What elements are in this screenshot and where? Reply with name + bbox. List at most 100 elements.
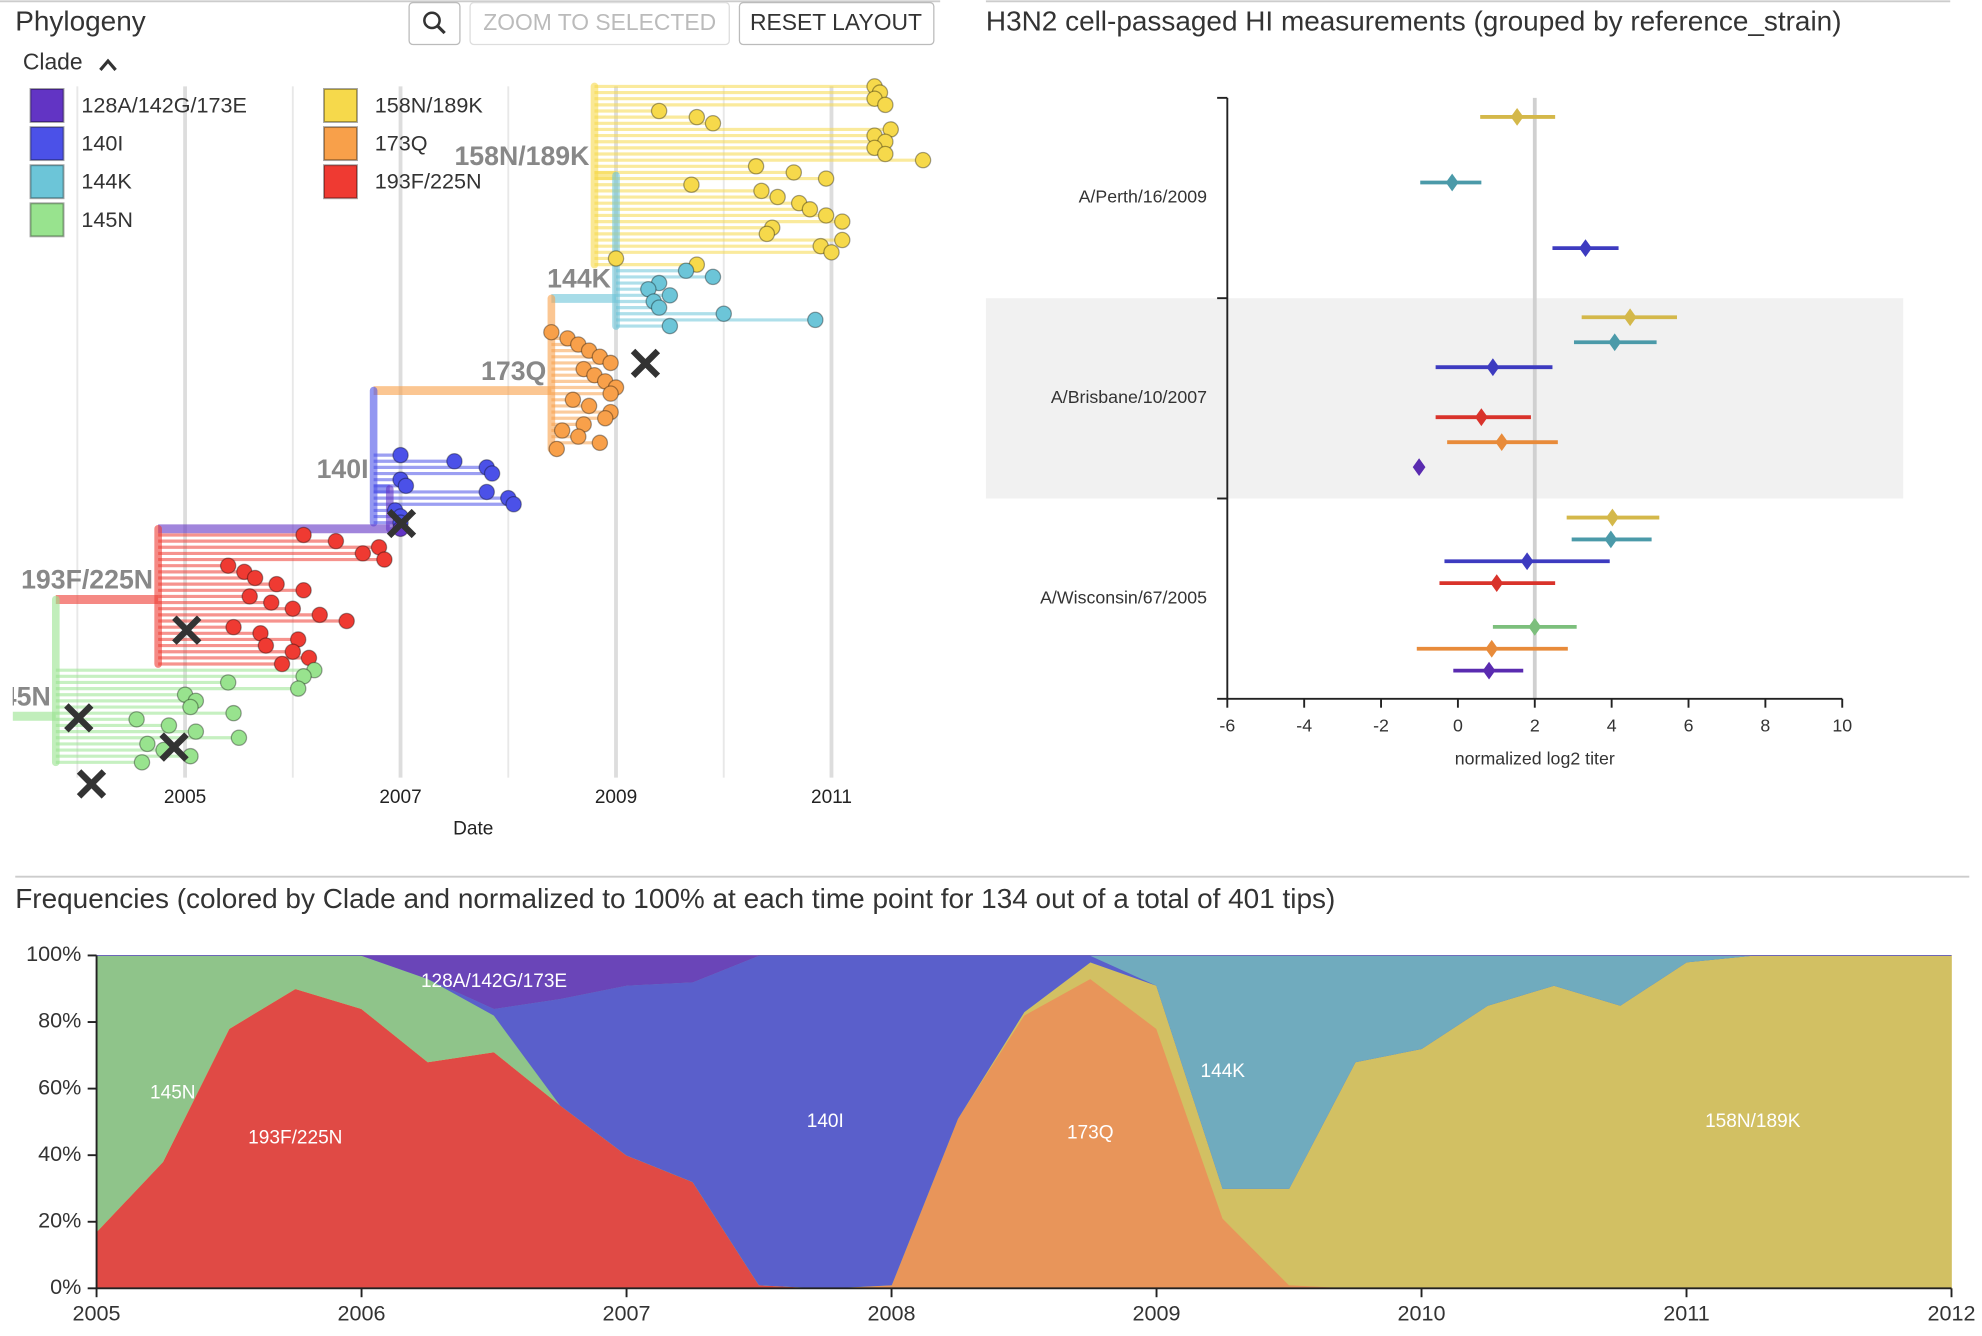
tip <box>219 557 237 574</box>
tip <box>704 115 722 132</box>
mean-marker <box>1486 358 1500 377</box>
branch-labels: 158N/189K 144K 173Q 140I 193F/225N 145N <box>13 141 612 712</box>
tip <box>677 262 695 280</box>
tip <box>230 729 248 747</box>
x-tick-label: 10 <box>1832 715 1852 735</box>
x-tick-label: 6 <box>1684 715 1694 735</box>
reset-layout-button[interactable]: RESET LAYOUT <box>738 1 935 46</box>
legend-label: 140I <box>81 131 123 156</box>
panel-title: Phylogeny <box>15 5 145 36</box>
mean-marker <box>1608 333 1622 352</box>
x-tick-label: 0 <box>1453 715 1463 735</box>
x-tick-label: -6 <box>1219 715 1235 735</box>
selection-markers <box>64 348 661 799</box>
tip <box>769 188 786 206</box>
tip <box>607 250 625 267</box>
legend-toggle[interactable]: Clade <box>23 49 117 75</box>
magnifier-icon <box>423 11 441 30</box>
area-label: 128A/142G/173E <box>421 971 567 992</box>
tip <box>715 305 733 323</box>
tip <box>327 532 345 550</box>
x-tick-label: 2007 <box>379 787 421 808</box>
tip <box>225 618 242 636</box>
magnifier-icon <box>436 24 446 35</box>
y-tick-label: 0% <box>50 1274 81 1299</box>
tip <box>785 164 803 181</box>
selection-marker <box>386 508 417 539</box>
tip <box>376 551 393 568</box>
tip <box>807 311 824 329</box>
area <box>96 955 1952 1010</box>
x-tick-label: 2 <box>1530 715 1540 735</box>
x-tick-label: 2009 <box>595 787 637 808</box>
tip <box>263 594 280 611</box>
x-axis-label: normalized log2 titer <box>1455 748 1615 768</box>
tip <box>446 452 463 470</box>
tip <box>553 422 571 439</box>
mean-marker <box>1445 173 1459 192</box>
x-tick-label: 2011 <box>811 787 852 808</box>
tip <box>338 612 355 630</box>
tip <box>289 680 307 697</box>
mean-marker <box>1579 239 1592 257</box>
y-tick-label: 80% <box>38 1008 81 1033</box>
y-tick-label: 20% <box>38 1207 81 1232</box>
area-label: 144K <box>1201 1061 1246 1082</box>
tip <box>817 207 835 224</box>
x-tick-label: 2005 <box>73 1301 121 1326</box>
legend-swatch <box>29 164 65 200</box>
area-label: 193F/225N <box>248 1128 342 1149</box>
tip <box>182 698 199 716</box>
tip <box>688 108 706 126</box>
mean-marker <box>1485 639 1499 658</box>
tip <box>128 711 145 728</box>
legend-swatch <box>323 88 358 123</box>
tip <box>483 465 501 482</box>
tip <box>591 434 609 452</box>
tip <box>311 606 329 624</box>
tip <box>564 391 582 409</box>
tip <box>877 145 894 163</box>
frequency-chart: 193F/225N 173Q 158N/189K 145N 140I 144K 128A/1… <box>26 941 1975 1326</box>
legend: 128A/142G/173E 140I 144K 145N 158N/189K 173Q 1… <box>29 88 483 238</box>
legend-label: 145N <box>81 207 133 232</box>
tip <box>241 588 258 605</box>
legend-swatch <box>323 164 358 200</box>
tip <box>661 317 679 335</box>
y-tick-label: 40% <box>38 1141 81 1166</box>
tips <box>128 78 932 771</box>
group-label: A/Perth/16/2009 <box>1079 187 1208 207</box>
tip <box>354 545 372 562</box>
tip <box>602 385 619 402</box>
legend-label: 173Q <box>375 131 428 156</box>
zoom-icon-button[interactable] <box>408 1 461 46</box>
tip <box>225 704 242 722</box>
tip <box>596 409 614 427</box>
selection-marker <box>172 615 202 645</box>
legend-swatch <box>29 126 65 162</box>
area-label: 140I <box>807 1111 844 1132</box>
selection-marker <box>76 769 107 799</box>
group-highlight <box>985 298 1904 499</box>
legend-swatch <box>323 126 358 162</box>
group-label: A/Wisconsin/67/2005 <box>1040 587 1207 607</box>
tree: 158N/189K 144K 173Q 140I 193F/225N 145N <box>12 78 932 778</box>
area-label: 173Q <box>1067 1123 1114 1144</box>
panel-title: H3N2 cell-passaged HI measurements (grou… <box>986 5 1842 36</box>
x-tick-label: -2 <box>1373 715 1389 735</box>
tip <box>246 569 264 587</box>
tip <box>219 674 237 691</box>
button-frame <box>469 1 730 46</box>
legend-swatch <box>29 88 65 123</box>
x-tick-label: 2008 <box>868 1301 916 1326</box>
group-label: A/Brisbane/10/2007 <box>1051 387 1207 407</box>
zoom-to-selected-button[interactable]: ZOOM TO SELECTED <box>469 1 730 46</box>
x-tick-label: 2011 <box>1663 1301 1709 1326</box>
x-tick-label: 2007 <box>603 1301 651 1326</box>
area-label: 158N/189K <box>1705 1111 1801 1132</box>
selection-marker <box>630 348 661 379</box>
branch-label: 173Q <box>481 356 546 386</box>
panel-title: Frequencies (colored by Clade and normal… <box>15 883 1335 914</box>
